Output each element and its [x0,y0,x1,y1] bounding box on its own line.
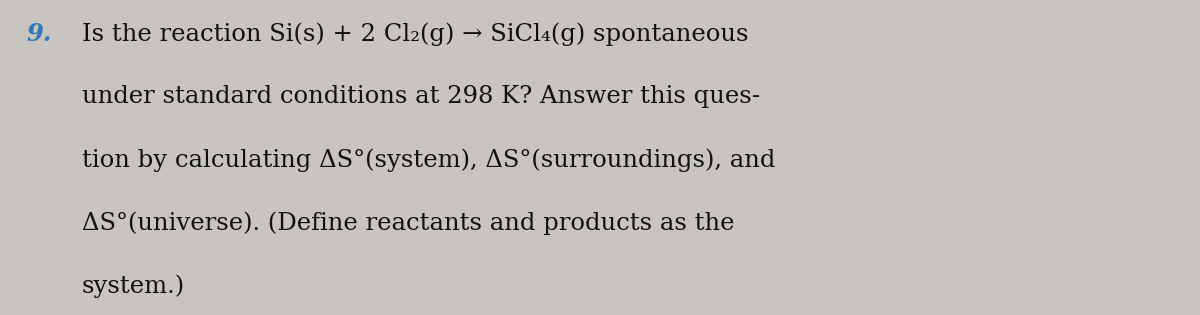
Text: 9.: 9. [26,22,52,46]
Text: under standard conditions at 298 K? Answer this ques-: under standard conditions at 298 K? Answ… [82,85,760,108]
Text: tion by calculating ΔS°(system), ΔS°(surroundings), and: tion by calculating ΔS°(system), ΔS°(sur… [82,148,775,172]
Text: system.): system.) [82,274,185,298]
Text: Is the reaction Si(s) + 2 Cl₂(g) → SiCl₄(g) spontaneous: Is the reaction Si(s) + 2 Cl₂(g) → SiCl₄… [82,22,748,46]
Text: ΔS°(universe). (Define reactants and products as the: ΔS°(universe). (Define reactants and pro… [82,211,734,235]
